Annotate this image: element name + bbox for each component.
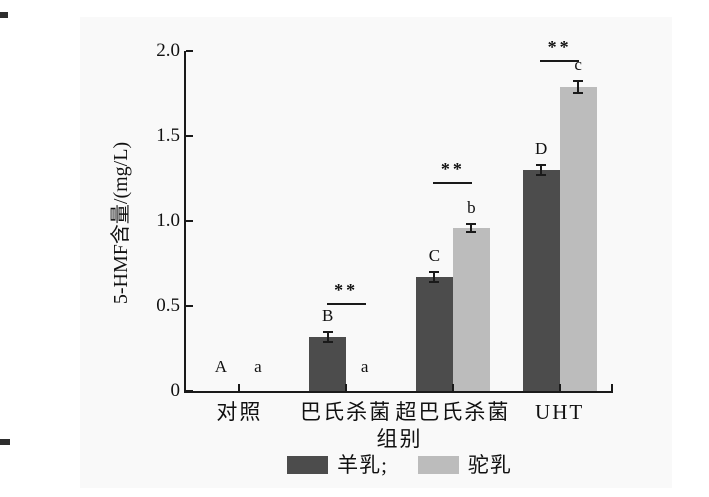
error-bar-stem — [326, 331, 329, 342]
x-tick — [345, 384, 348, 391]
error-bar-cap-top — [429, 271, 440, 273]
error-bar-cap-bottom — [322, 340, 333, 343]
significance-letter-b: b — [467, 197, 476, 217]
significance-letter-a: a — [254, 357, 262, 376]
x-axis — [184, 391, 613, 393]
y-tick — [186, 390, 193, 392]
error-bar-cap-bottom — [429, 281, 440, 284]
legend-entry-camel-milk: 驼乳 — [417, 453, 512, 477]
x-tick — [238, 384, 241, 391]
y-tick-label: 1.0 — [156, 210, 180, 231]
significance-stars: ** — [334, 279, 359, 300]
x-axis-title: 组别 — [376, 427, 423, 451]
legend-swatch-goat-milk — [287, 456, 329, 474]
legend-swatch-camel-milk — [417, 456, 459, 474]
scan-edge-artifact-top — [0, 12, 8, 18]
legend: 羊乳; 驼乳 — [186, 453, 613, 477]
legend-label-goat-milk: 羊乳; — [337, 453, 388, 477]
significance-line — [540, 59, 580, 62]
category-label-对照: 对照 — [216, 400, 263, 424]
error-bar-cap-top — [573, 79, 584, 82]
error-bar-cap-top — [536, 163, 547, 166]
significance-letter-c: c — [574, 54, 582, 74]
error-bar-cap-bottom — [466, 231, 477, 234]
category-label-UHT: UHT — [535, 400, 585, 424]
legend-entry-goat-milk: 羊乳; — [287, 453, 388, 477]
bar-羊乳-巴氏杀菌 — [309, 336, 347, 391]
category-label-巴氏杀菌: 巴氏杀菌 — [300, 400, 393, 424]
error-bar-stem — [470, 223, 473, 233]
y-tick-label: 1.5 — [156, 125, 180, 146]
significance-letter-a: a — [360, 357, 369, 376]
error-bar-stem — [577, 80, 580, 93]
y-tick — [186, 220, 193, 222]
significance-stars: ** — [547, 36, 572, 57]
legend-label-camel-milk: 驼乳 — [467, 453, 512, 477]
significance-letter-A: A — [214, 357, 228, 376]
bar-驼乳-UHT — [559, 86, 597, 391]
error-bar-cap-bottom — [573, 91, 584, 94]
significance-letter-D: D — [534, 138, 548, 158]
significance-letter-C: C — [428, 246, 441, 265]
y-tick-label: 0 — [170, 380, 181, 401]
significance-line — [433, 181, 473, 184]
error-bar-cap-top — [466, 222, 477, 225]
y-tick-label: 0.5 — [156, 295, 180, 316]
significance-line — [326, 302, 366, 305]
significance-stars: ** — [440, 158, 465, 179]
error-bar-cap-top — [322, 330, 333, 333]
scan-edge-artifact-bottom — [0, 439, 10, 445]
category-label-超巴氏杀菌: 超巴氏杀菌 — [395, 400, 511, 424]
significance-letter-B: B — [321, 305, 334, 325]
x-axis-end-tick — [611, 384, 613, 391]
x-tick — [558, 384, 561, 391]
y-tick — [186, 305, 193, 307]
y-tick-label: 2.0 — [156, 40, 180, 61]
y-tick — [186, 50, 193, 52]
error-bar-cap-bottom — [536, 174, 547, 177]
y-axis — [184, 51, 186, 393]
x-tick — [451, 384, 454, 391]
bar-羊乳-超巴氏杀菌 — [415, 277, 453, 391]
error-bar-stem — [433, 272, 436, 283]
bar-驼乳-超巴氏杀菌 — [452, 227, 490, 391]
error-bar-stem — [540, 164, 543, 176]
bar-羊乳-UHT — [522, 170, 560, 391]
y-tick — [186, 135, 193, 137]
